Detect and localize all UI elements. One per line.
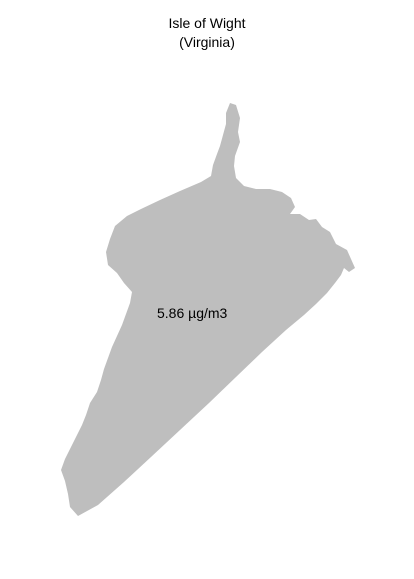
region-value-label: 5.86 µg/m3 (157, 305, 228, 321)
map-title: Isle of Wight (168, 15, 246, 31)
map-subtitle: (Virginia) (179, 34, 235, 50)
county-region (61, 103, 355, 516)
map-title-block: Isle of Wight (Virginia) (0, 14, 414, 52)
